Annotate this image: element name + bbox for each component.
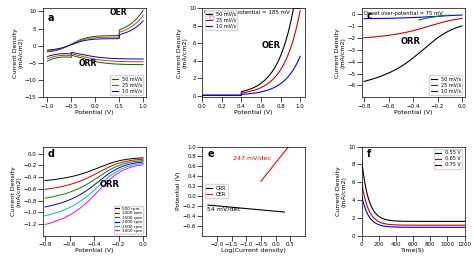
Text: ORR: ORR <box>401 37 421 46</box>
X-axis label: Log(Current density): Log(Current density) <box>221 248 286 254</box>
X-axis label: Potential (V): Potential (V) <box>75 110 113 115</box>
X-axis label: Time(S): Time(S) <box>401 248 425 254</box>
Text: Onset over-potential = 185 mV: Onset over-potential = 185 mV <box>204 10 290 15</box>
X-axis label: Potential (V): Potential (V) <box>394 110 432 115</box>
Text: OER: OER <box>109 8 127 17</box>
OER <box>267 169 273 172</box>
Text: 54 mV/dec: 54 mV/dec <box>207 207 241 212</box>
X-axis label: Potential (V): Potential (V) <box>234 110 273 115</box>
ORR <box>251 208 256 211</box>
Text: ORR: ORR <box>79 59 97 68</box>
OER <box>281 151 287 154</box>
Legend: 0.55 V, 0.65 V, 0.75 V: 0.55 V, 0.65 V, 0.75 V <box>434 149 462 169</box>
Legend: ORR, OER: ORR, OER <box>205 184 228 198</box>
OER <box>258 180 264 183</box>
Y-axis label: Current Density
(mA/cm2): Current Density (mA/cm2) <box>11 166 22 216</box>
Y-axis label: Current Density
(mA/cm2): Current Density (mA/cm2) <box>336 166 347 216</box>
Y-axis label: Current Density
(mA/cm2): Current Density (mA/cm2) <box>13 28 23 77</box>
ORR <box>245 207 250 210</box>
Y-axis label: Current Density
(mA/cm2): Current Density (mA/cm2) <box>335 28 346 77</box>
Legend: 50 mV/s, 25 mV/s, 10 mV/s: 50 mV/s, 25 mV/s, 10 mV/s <box>110 75 143 95</box>
ORR <box>223 205 228 208</box>
Y-axis label: Current Density
(mA/cm2): Current Density (mA/cm2) <box>177 28 188 77</box>
OER <box>265 170 271 174</box>
Text: ORR: ORR <box>99 180 119 189</box>
X-axis label: Potential (V): Potential (V) <box>75 248 113 254</box>
Line: ORR: ORR <box>208 205 284 212</box>
ORR <box>205 203 211 207</box>
OER <box>293 136 299 139</box>
Legend: 500 rpm, 1000 rpm, 1500 rpm, 2000 rpm, 2500 rpm, 3000 rpm: 500 rpm, 1000 rpm, 1500 rpm, 2000 rpm, 2… <box>114 206 144 234</box>
Legend: 50 mV/s, 25 mV/s, 10 mV/s: 50 mV/s, 25 mV/s, 10 mV/s <box>429 75 462 95</box>
OER <box>296 132 302 135</box>
Text: d: d <box>48 149 55 159</box>
Text: Onset over-potential = 75 mV: Onset over-potential = 75 mV <box>364 11 443 16</box>
Text: a: a <box>48 13 55 23</box>
OER <box>278 155 283 158</box>
Text: c: c <box>367 11 373 21</box>
Y-axis label: Potential (V): Potential (V) <box>176 172 181 210</box>
Text: e: e <box>207 149 214 159</box>
ORR <box>275 210 281 213</box>
OER <box>294 134 300 137</box>
ORR <box>282 210 287 214</box>
Line: OER: OER <box>261 133 299 181</box>
ORR <box>220 205 226 208</box>
Text: b: b <box>207 13 214 23</box>
Text: f: f <box>367 149 371 159</box>
Text: OER: OER <box>262 41 281 50</box>
Legend: 50 mV/s, 25 mV/s, 10 mV/s: 50 mV/s, 25 mV/s, 10 mV/s <box>205 10 237 30</box>
ORR <box>278 210 283 213</box>
Text: 247 mV/dec: 247 mV/dec <box>233 156 271 161</box>
